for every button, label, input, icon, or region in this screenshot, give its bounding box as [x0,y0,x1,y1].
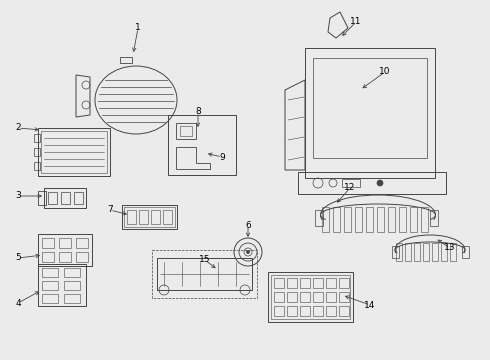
Bar [64,281,80,290]
Bar [399,207,406,232]
Bar [462,246,469,258]
Bar [34,134,40,142]
Bar [38,128,110,176]
Bar [441,243,447,261]
Bar [313,58,427,158]
Bar [64,268,80,277]
Bar [430,210,438,226]
Bar [61,192,70,204]
Bar [64,294,80,303]
Text: 11: 11 [350,18,362,27]
Bar [163,210,172,224]
Bar [180,126,192,136]
Bar [38,264,86,306]
Bar [139,210,148,224]
Bar [127,210,136,224]
Bar [42,294,58,303]
Text: 14: 14 [364,301,376,310]
Bar [287,306,297,316]
Bar [120,57,132,63]
Bar [44,188,86,208]
Bar [59,252,71,262]
Bar [41,131,107,173]
Text: 1: 1 [135,23,141,32]
Text: 7: 7 [107,206,113,215]
Bar [34,162,40,170]
Bar [300,278,310,288]
Bar [42,238,54,248]
Bar [59,238,71,248]
Bar [315,210,323,226]
Bar [355,207,362,232]
Text: 15: 15 [199,256,211,265]
Text: 10: 10 [379,68,391,77]
Text: 2: 2 [15,123,21,132]
Bar [333,207,340,232]
Bar [34,148,40,156]
Bar [388,207,395,232]
Bar [38,234,92,266]
Bar [42,281,58,290]
Bar [122,205,177,229]
Bar [152,250,257,298]
Bar [366,207,373,232]
Bar [344,207,351,232]
Bar [432,243,438,261]
Bar [76,252,88,262]
Bar [157,258,252,290]
Text: 12: 12 [344,184,356,193]
Bar [74,192,83,204]
Circle shape [246,251,249,253]
Bar [339,292,349,302]
Text: 6: 6 [245,220,251,230]
Bar [423,243,429,261]
Bar [42,268,58,277]
Bar [38,191,46,205]
Bar [300,306,310,316]
Bar [287,278,297,288]
Bar [392,246,399,258]
Text: 4: 4 [15,298,21,307]
Bar [48,192,57,204]
Bar [339,306,349,316]
Bar [42,252,54,262]
Bar [287,292,297,302]
Bar [377,207,384,232]
Bar [300,292,310,302]
Bar [268,272,353,322]
Bar [313,278,323,288]
Bar [274,306,284,316]
Bar [313,306,323,316]
Bar [151,210,160,224]
Bar [450,243,456,261]
Bar [326,278,336,288]
Bar [322,207,329,232]
Bar [76,238,88,248]
Bar [326,306,336,316]
Bar [274,292,284,302]
Bar [271,275,350,319]
Bar [274,278,284,288]
Bar [124,207,175,227]
Bar [326,292,336,302]
Bar [342,179,360,187]
Bar [298,172,446,194]
Text: 8: 8 [195,108,201,117]
Text: 9: 9 [219,153,225,162]
Circle shape [377,180,383,186]
Bar [168,115,236,175]
Bar [410,207,417,232]
Bar [339,278,349,288]
Text: 3: 3 [15,192,21,201]
Bar [176,123,196,139]
Bar [396,243,402,261]
Bar [313,292,323,302]
Bar [414,243,420,261]
Text: 13: 13 [444,243,456,252]
Bar [421,207,428,232]
Bar [405,243,411,261]
Text: 5: 5 [15,253,21,262]
